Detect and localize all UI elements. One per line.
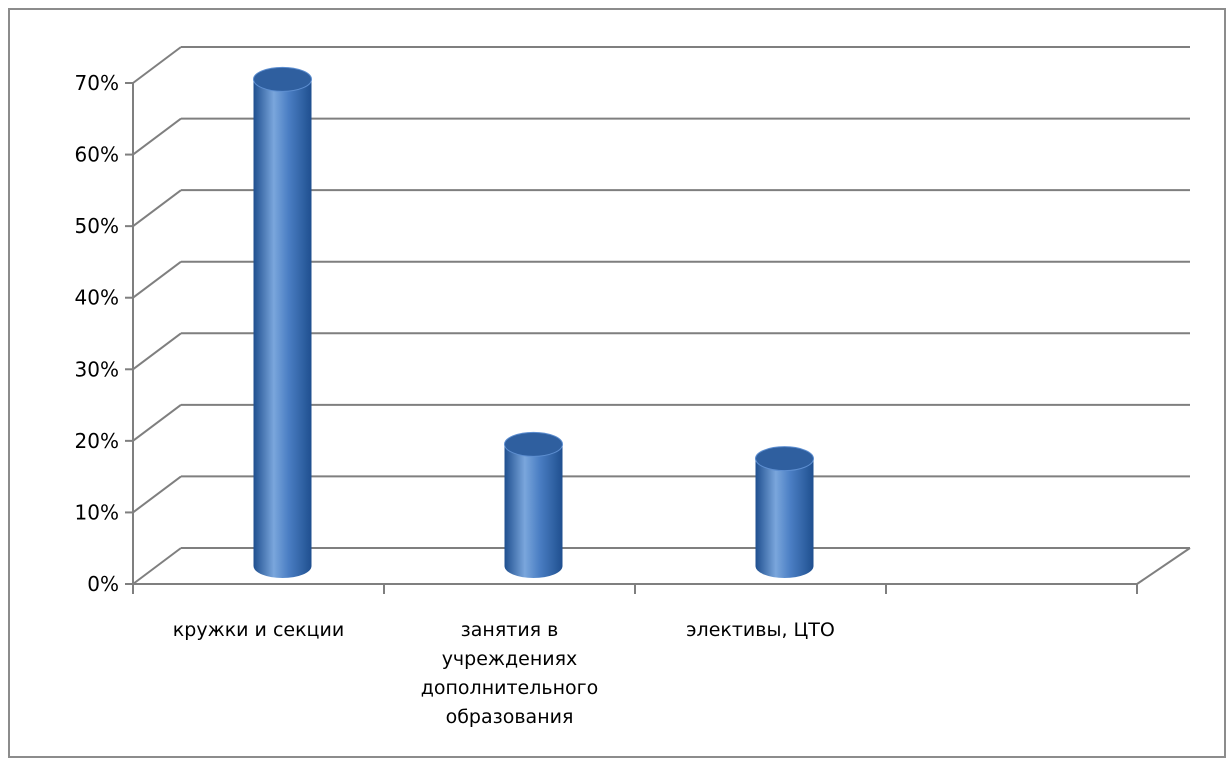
bar-top [755,446,814,472]
gridline-side [132,260,182,299]
bar [755,446,814,578]
gridline-side [132,404,182,442]
x-tick-label: элективы, ЦТО [686,619,835,641]
floor-right-edge [1136,547,1191,585]
gridline-side [132,117,182,156]
y-tick-label: 20% [75,429,119,453]
bar-body [755,458,814,578]
x-tick-label: занятия в учреждениях дополнительного образ… [421,619,598,728]
bar [253,66,312,579]
y-tick-label: 50% [75,214,119,238]
gridline-side [132,475,182,514]
y-tick-label: 70% [75,71,119,95]
x-tick-label: кружки и секции [173,619,344,641]
y-tick-label: 60% [75,143,119,167]
chart-frame [8,8,1226,758]
gridline-side [132,189,182,227]
y-tick-label: 30% [75,357,119,381]
bar-top [253,66,312,92]
bar-top [504,431,563,457]
y-tick-label: 40% [75,286,119,310]
y-tick-label: 10% [75,500,119,524]
y-tick-label: 0% [87,572,119,596]
bar-body [504,444,563,578]
bar [504,431,563,578]
bar-body [253,79,312,579]
bars-layer [253,66,814,579]
gridline-side [132,547,182,585]
grid-layer [125,46,1191,594]
gridline-side [132,46,182,84]
labels-layer: 0% 10% 20% 30% 40% 50% 60% 70% кружки и секции за… [75,71,835,728]
gridline-side [132,332,182,371]
